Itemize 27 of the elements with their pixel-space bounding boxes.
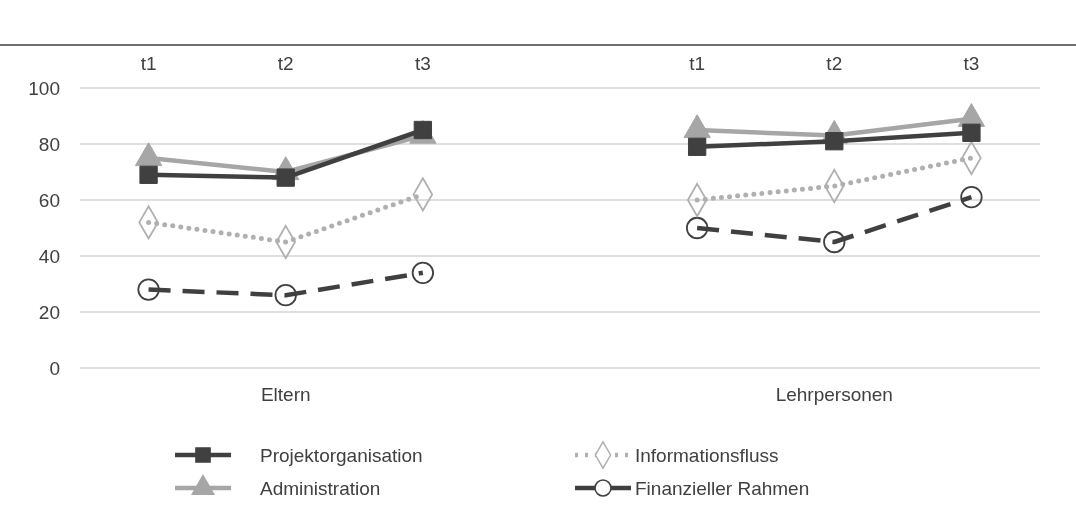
point bbox=[960, 186, 983, 209]
text: Lehrpersonen bbox=[775, 384, 893, 405]
point bbox=[139, 165, 158, 184]
point bbox=[411, 261, 435, 284]
point bbox=[274, 284, 297, 307]
x-tick-label: t2 bbox=[826, 53, 843, 74]
text: Eltern bbox=[260, 384, 311, 405]
legend-label: Informationsfluss bbox=[635, 445, 779, 466]
x-tick-label: t1 bbox=[140, 53, 157, 74]
x-tick-label: t2 bbox=[277, 53, 294, 74]
y-tick-label: 60 bbox=[38, 189, 60, 211]
y-tick-label: 40 bbox=[38, 245, 60, 267]
point bbox=[962, 123, 981, 142]
legend-label: Finanzieller Rahmen bbox=[635, 478, 810, 499]
point bbox=[685, 216, 709, 240]
x-tick-label: t3 bbox=[414, 53, 431, 74]
legend-label: Projektorganisation bbox=[260, 445, 423, 466]
x-tick-label: t3 bbox=[963, 53, 980, 74]
point bbox=[687, 137, 707, 156]
y-tick-label: 20 bbox=[38, 301, 60, 323]
y-tick-label: 80 bbox=[38, 133, 60, 155]
y-tick-label: 100 bbox=[28, 77, 60, 99]
x-tick-label: t1 bbox=[689, 53, 706, 74]
point bbox=[137, 278, 160, 301]
legend-label: Administration bbox=[260, 478, 381, 499]
y-tick-label: 0 bbox=[49, 357, 60, 379]
point bbox=[823, 230, 846, 254]
